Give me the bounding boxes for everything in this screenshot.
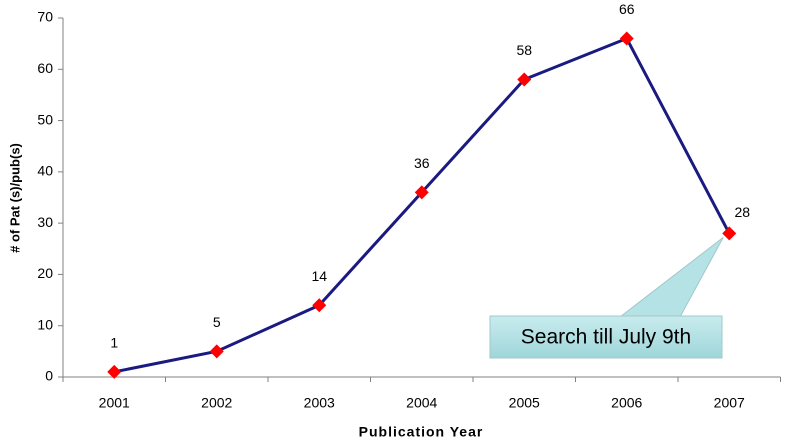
data-point — [414, 185, 429, 200]
x-tick-label: 2004 — [406, 395, 437, 411]
x-tick-label: 2002 — [201, 395, 232, 411]
data-label: 5 — [213, 314, 221, 330]
x-tick-label: 2007 — [714, 395, 745, 411]
data-point — [312, 298, 327, 313]
data-point — [107, 364, 122, 379]
x-tick-label: 2006 — [611, 395, 642, 411]
data-point — [619, 31, 634, 46]
callout-pointer — [618, 237, 724, 318]
y-tick-label: 20 — [37, 265, 53, 281]
x-axis-title: Publication Year — [359, 424, 484, 440]
y-tick-label: 50 — [37, 111, 53, 127]
data-label: 58 — [516, 42, 532, 58]
data-label: 1 — [110, 335, 118, 351]
y-tick-label: 70 — [37, 9, 53, 25]
x-tick-label: 2001 — [99, 395, 130, 411]
y-tick-label: 60 — [37, 60, 53, 76]
data-label: 36 — [414, 155, 430, 171]
callout-box — [489, 315, 723, 359]
data-label: 28 — [734, 204, 750, 220]
y-tick-label: 0 — [45, 368, 53, 384]
data-point — [517, 72, 532, 87]
data-point — [209, 344, 224, 359]
x-tick-label: 2003 — [304, 395, 335, 411]
data-label: 14 — [311, 268, 327, 284]
data-point — [722, 226, 737, 241]
annotation: Search till July 9th — [521, 326, 691, 349]
y-tick-label: 10 — [37, 316, 53, 332]
y-tick-label: 40 — [37, 163, 53, 179]
x-tick-label: 2005 — [509, 395, 540, 411]
y-axis-title: # of Pat (s)/pub(s) — [7, 143, 22, 253]
data-label: 66 — [619, 1, 635, 17]
y-tick-label: 30 — [37, 214, 53, 230]
